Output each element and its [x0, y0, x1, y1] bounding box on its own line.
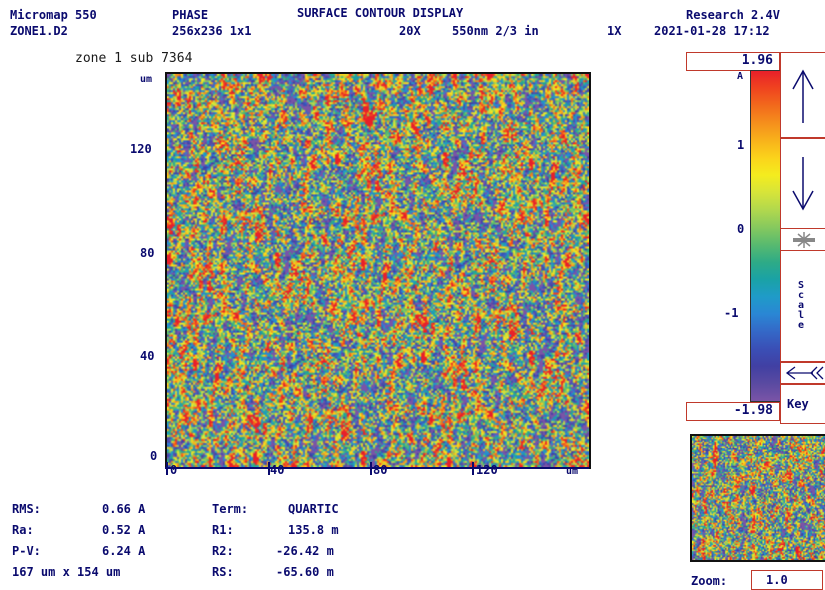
objective-label: 20X	[399, 24, 421, 38]
zoom-label: Zoom:	[691, 574, 728, 588]
rs-value: -65.60 m	[276, 565, 334, 579]
colorbar-max-box[interactable]: 1.96	[686, 52, 780, 71]
y-tick-40: 40	[140, 349, 155, 363]
y-tick-0: 0	[150, 449, 158, 463]
rms-label: RMS:	[12, 502, 41, 516]
x-tick-mark-40	[268, 462, 270, 475]
r2-label: R2:	[212, 544, 234, 558]
colorbar-tick-0: 0	[737, 222, 745, 236]
colorbar-unit: A	[737, 71, 744, 82]
plot-caption: zone 1 sub 7364	[75, 51, 193, 66]
x-tick-0: 0	[170, 463, 178, 477]
y-tick-80: 80	[140, 246, 155, 260]
mode-label: PHASE	[172, 8, 209, 22]
colorbar-min-value: -1.98	[733, 403, 773, 418]
x-tick-mark-120	[472, 462, 474, 475]
scale-label: Scale	[798, 280, 805, 331]
pv-value: 6.24 A	[102, 544, 146, 558]
term-label: Term:	[212, 502, 249, 516]
x-tick-40: 40	[270, 463, 285, 477]
zoom-value: 1.0	[766, 573, 788, 587]
resolution-label: 256x236 1x1	[172, 24, 252, 38]
ra-value: 0.52 A	[102, 523, 146, 537]
scale-up-button[interactable]	[780, 52, 825, 138]
ra-label: Ra:	[12, 523, 34, 537]
datetime-label: 2021-01-28 17:12	[654, 24, 770, 38]
center-icon	[793, 232, 815, 248]
wavelength-label: 550nm 2/3 in	[452, 24, 539, 38]
page-title: SURFACE CONTOUR DISPLAY	[297, 6, 464, 20]
collapse-key-button[interactable]	[780, 362, 825, 384]
app-name: Micromap 550	[10, 8, 97, 22]
file-name: ZONE1.D2	[10, 24, 68, 38]
overview-thumbnail[interactable]	[690, 434, 825, 562]
surface-contour-canvas[interactable]	[167, 74, 589, 467]
r2-value: -26.42 m	[276, 544, 334, 558]
zoom-input[interactable]: 1.0	[751, 570, 823, 590]
term-value: QUARTIC	[288, 502, 339, 516]
x-tick-mark-80	[370, 462, 372, 475]
scale-button[interactable]: Scale	[780, 250, 825, 362]
y-tick-120: 120	[130, 142, 152, 156]
x-unit-label: um	[566, 466, 579, 477]
pv-label: P-V:	[12, 544, 41, 558]
scale-down-button[interactable]	[780, 138, 825, 230]
x-tick-mark-0	[166, 462, 168, 475]
overview-canvas[interactable]	[692, 436, 825, 560]
surface-contour-plot[interactable]	[165, 72, 591, 469]
colorbar-max-value: 1.96	[741, 53, 773, 68]
area-label: 167 um x 154 um	[12, 565, 121, 579]
arrow-down-icon	[792, 157, 814, 211]
colorbar-tick-neg1: -1	[724, 306, 739, 320]
double-left-arrow-icon	[785, 366, 824, 380]
center-scale-button[interactable]	[780, 228, 825, 252]
zoom-factor-label: 1X	[607, 24, 622, 38]
r1-label: R1:	[212, 523, 234, 537]
y-unit-label: um	[140, 74, 153, 85]
version-label: Research 2.4V	[686, 8, 780, 22]
colorbar-min-box[interactable]: -1.98	[686, 402, 780, 421]
colorbar-tick-1: 1	[737, 138, 745, 152]
x-tick-80: 80	[373, 463, 388, 477]
x-axis-line	[165, 467, 589, 469]
r1-value: 135.8 m	[288, 523, 339, 537]
arrow-up-icon	[792, 69, 814, 123]
x-tick-120: 120	[476, 463, 498, 477]
key-label: Key	[787, 397, 809, 411]
rms-value: 0.66 A	[102, 502, 146, 516]
colorbar	[750, 70, 782, 402]
rs-label: RS:	[212, 565, 234, 579]
key-button[interactable]: Key	[780, 384, 825, 424]
